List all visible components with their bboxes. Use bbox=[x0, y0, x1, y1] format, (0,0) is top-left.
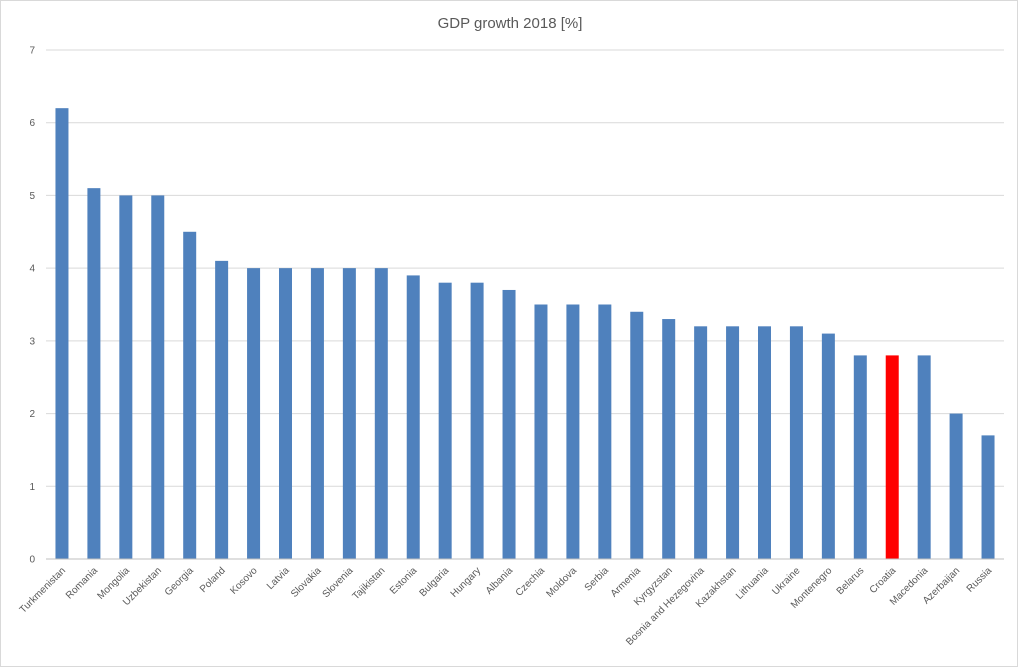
bar-slovakia bbox=[310, 268, 324, 559]
bar-mongolia bbox=[119, 195, 133, 559]
x-tick-label: Tajikistan bbox=[351, 565, 388, 602]
x-tick-label: Slovakia bbox=[289, 565, 324, 600]
bar-ukraine bbox=[789, 326, 803, 559]
bar-armenia bbox=[630, 311, 644, 559]
chart-title: GDP growth 2018 [%] bbox=[438, 15, 583, 32]
bar-slovenia bbox=[342, 268, 356, 559]
y-tick-label: 4 bbox=[29, 264, 35, 275]
bar-tajikistan bbox=[374, 268, 388, 559]
x-tick-label: Poland bbox=[198, 565, 228, 595]
y-axis-tick-labels: 0 1 2 3 4 5 6 7 bbox=[29, 46, 35, 566]
x-tick-label: Serbia bbox=[583, 565, 612, 594]
x-tick-label: Belarus bbox=[835, 565, 867, 597]
bar-belarus bbox=[853, 355, 867, 559]
bar-turkmenistan bbox=[55, 108, 69, 560]
x-tick-label: Bulgaria bbox=[418, 565, 452, 599]
bar-croatia bbox=[885, 355, 899, 559]
x-tick-label: Georgia bbox=[163, 565, 196, 598]
bar-poland bbox=[215, 260, 229, 559]
x-tick-label: Moldova bbox=[545, 565, 580, 600]
y-tick-label: 6 bbox=[29, 118, 35, 129]
bar-albania bbox=[502, 289, 516, 559]
y-tick-label: 1 bbox=[29, 482, 35, 493]
bar-kazakhstan bbox=[726, 326, 740, 559]
x-tick-label: Romania bbox=[64, 565, 100, 601]
bar-estonia bbox=[406, 275, 420, 559]
y-tick-label: 0 bbox=[29, 555, 35, 566]
bar-moldova bbox=[566, 304, 580, 559]
bar-bulgaria bbox=[438, 282, 452, 559]
y-tick-label: 2 bbox=[29, 409, 35, 420]
y-tick-label: 3 bbox=[29, 336, 35, 347]
x-tick-label: Albania bbox=[484, 565, 516, 597]
y-tick-label: 5 bbox=[29, 191, 35, 202]
x-tick-label: Czechia bbox=[514, 565, 548, 599]
x-tick-label: Russia bbox=[965, 565, 995, 595]
x-tick-label: Ukraine bbox=[770, 565, 802, 597]
bar-bosnia-and-hezegovina bbox=[694, 326, 708, 559]
bar-uzbekistan bbox=[151, 195, 165, 559]
bar-kyrgyzstan bbox=[662, 319, 676, 559]
bar-lithuania bbox=[758, 326, 771, 559]
x-tick-label: Estonia bbox=[388, 565, 420, 597]
bar-latvia bbox=[279, 268, 292, 559]
x-tick-label: Lithuania bbox=[734, 565, 771, 602]
bar-serbia bbox=[598, 304, 612, 559]
bar-macedonia bbox=[917, 355, 931, 559]
bar-montenegro bbox=[821, 333, 835, 559]
x-tick-label: Croatia bbox=[868, 565, 899, 596]
bar-georgia bbox=[183, 231, 197, 560]
bar-hungary bbox=[470, 282, 484, 559]
bar-russia bbox=[981, 435, 995, 559]
bar-azerbaijan bbox=[949, 413, 963, 559]
y-tick-label: 7 bbox=[29, 46, 35, 57]
bars bbox=[55, 108, 995, 560]
x-tick-label: Kosovo bbox=[228, 565, 260, 597]
bar-kosovo bbox=[247, 268, 261, 559]
gridlines bbox=[46, 49, 1004, 487]
bar-czechia bbox=[534, 304, 548, 559]
x-tick-label: Latvia bbox=[265, 565, 292, 592]
x-tick-label: Hungary bbox=[449, 565, 484, 600]
bar-romania bbox=[87, 188, 101, 559]
x-axis-tick-labels: TurkmenistanRomaniaMongoliaUzbekistanGeo… bbox=[18, 565, 995, 648]
x-tick-label: Turkmenistan bbox=[18, 565, 68, 615]
